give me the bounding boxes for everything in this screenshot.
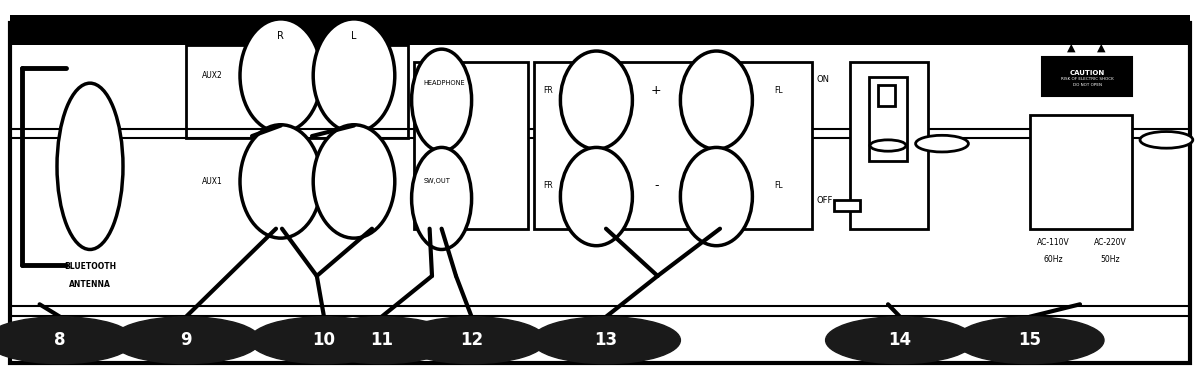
Ellipse shape xyxy=(412,147,472,249)
Bar xyxy=(869,77,907,161)
Circle shape xyxy=(1140,132,1193,148)
Circle shape xyxy=(0,317,134,364)
Circle shape xyxy=(870,140,906,151)
Ellipse shape xyxy=(680,147,752,246)
Text: AC-110V: AC-110V xyxy=(1037,238,1070,247)
Text: -: - xyxy=(654,180,659,192)
Text: 15: 15 xyxy=(1018,331,1042,349)
Text: 12: 12 xyxy=(460,331,484,349)
Text: CAUTION: CAUTION xyxy=(1069,70,1105,76)
Circle shape xyxy=(397,317,546,364)
Text: 50Hz: 50Hz xyxy=(1100,255,1120,264)
Circle shape xyxy=(826,317,974,364)
Text: FL: FL xyxy=(774,181,782,191)
Circle shape xyxy=(955,317,1104,364)
Text: 11: 11 xyxy=(370,331,394,349)
Text: +: + xyxy=(652,84,661,97)
Circle shape xyxy=(916,135,968,152)
Bar xyxy=(834,200,860,211)
Text: AC-220V: AC-220V xyxy=(1093,238,1127,247)
Circle shape xyxy=(532,317,680,364)
Bar xyxy=(186,45,408,138)
Text: AUX1: AUX1 xyxy=(202,177,222,186)
Text: L: L xyxy=(352,31,356,41)
Bar xyxy=(878,85,895,106)
Text: ▲: ▲ xyxy=(1067,42,1076,52)
Ellipse shape xyxy=(240,19,322,132)
Text: AUX2: AUX2 xyxy=(202,71,222,80)
Ellipse shape xyxy=(560,147,632,246)
Ellipse shape xyxy=(560,51,632,149)
Text: HEADPHONE: HEADPHONE xyxy=(424,80,466,86)
Circle shape xyxy=(112,317,260,364)
Bar xyxy=(10,15,1190,45)
Text: 8: 8 xyxy=(54,331,66,349)
Ellipse shape xyxy=(313,19,395,132)
Circle shape xyxy=(250,317,398,364)
Text: 14: 14 xyxy=(888,331,912,349)
Text: ANTENNA: ANTENNA xyxy=(70,280,110,289)
Text: FR: FR xyxy=(544,181,553,191)
Text: 9: 9 xyxy=(180,331,192,349)
Text: RISK OF ELECTRIC SHOCK: RISK OF ELECTRIC SHOCK xyxy=(1061,77,1114,81)
Ellipse shape xyxy=(680,51,752,149)
Text: 13: 13 xyxy=(594,331,618,349)
Text: R: R xyxy=(277,31,284,41)
Text: OFF: OFF xyxy=(816,196,833,205)
Ellipse shape xyxy=(412,49,472,151)
Text: 10: 10 xyxy=(312,331,336,349)
Ellipse shape xyxy=(240,125,322,238)
Text: 60Hz: 60Hz xyxy=(1044,255,1063,264)
Text: FR: FR xyxy=(544,86,553,95)
Text: FL: FL xyxy=(774,86,782,95)
Bar xyxy=(1042,57,1132,96)
Text: BLUETOOTH: BLUETOOTH xyxy=(64,262,116,271)
Text: SW,OUT: SW,OUT xyxy=(424,178,450,184)
Bar xyxy=(414,62,528,229)
Bar xyxy=(850,62,928,229)
Ellipse shape xyxy=(313,125,395,238)
Text: DO NOT OPEN: DO NOT OPEN xyxy=(1073,84,1102,87)
Text: ▲: ▲ xyxy=(1097,42,1106,52)
Bar xyxy=(534,62,812,229)
Ellipse shape xyxy=(58,83,124,249)
Circle shape xyxy=(307,317,456,364)
Bar xyxy=(1030,115,1132,229)
Text: ON: ON xyxy=(816,75,829,84)
